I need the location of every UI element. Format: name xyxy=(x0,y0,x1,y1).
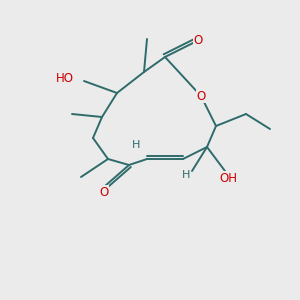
Text: HO: HO xyxy=(56,71,74,85)
Text: O: O xyxy=(194,34,202,47)
Text: OH: OH xyxy=(219,172,237,185)
Text: H: H xyxy=(131,140,140,151)
Text: H: H xyxy=(182,170,190,181)
Text: O: O xyxy=(196,89,206,103)
Text: O: O xyxy=(99,186,108,199)
